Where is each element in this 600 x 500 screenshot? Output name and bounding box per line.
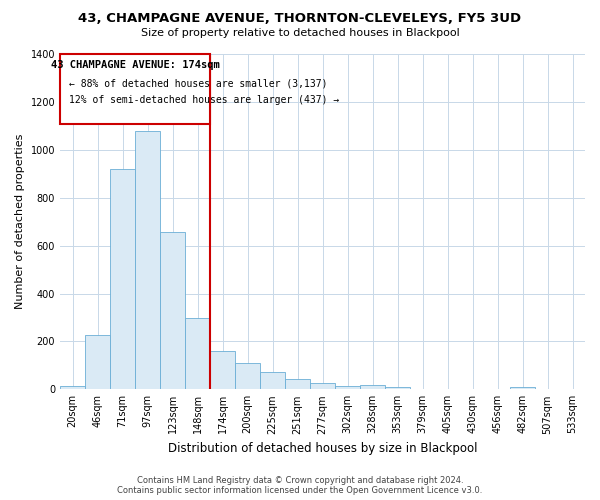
Bar <box>385 388 410 390</box>
Bar <box>135 130 160 390</box>
Bar <box>360 384 385 390</box>
Text: Size of property relative to detached houses in Blackpool: Size of property relative to detached ho… <box>140 28 460 38</box>
Bar <box>160 232 185 390</box>
Text: Contains public sector information licensed under the Open Government Licence v3: Contains public sector information licen… <box>118 486 482 495</box>
Text: ← 88% of detached houses are smaller (3,137): ← 88% of detached houses are smaller (3,… <box>69 78 328 88</box>
Text: Contains HM Land Registry data © Crown copyright and database right 2024.: Contains HM Land Registry data © Crown c… <box>137 476 463 485</box>
Bar <box>260 372 285 390</box>
X-axis label: Distribution of detached houses by size in Blackpool: Distribution of detached houses by size … <box>168 442 477 455</box>
Bar <box>310 384 335 390</box>
Text: 43 CHAMPAGNE AVENUE: 174sqm: 43 CHAMPAGNE AVENUE: 174sqm <box>50 60 220 70</box>
Bar <box>85 334 110 390</box>
Bar <box>210 351 235 390</box>
Bar <box>335 386 360 390</box>
Text: 12% of semi-detached houses are larger (437) →: 12% of semi-detached houses are larger (… <box>69 95 339 105</box>
Bar <box>510 387 535 390</box>
Y-axis label: Number of detached properties: Number of detached properties <box>15 134 25 310</box>
Bar <box>60 386 85 390</box>
Bar <box>110 170 135 390</box>
Text: 43, CHAMPAGNE AVENUE, THORNTON-CLEVELEYS, FY5 3UD: 43, CHAMPAGNE AVENUE, THORNTON-CLEVELEYS… <box>79 12 521 26</box>
Bar <box>285 379 310 390</box>
Bar <box>235 364 260 390</box>
Bar <box>185 318 210 390</box>
